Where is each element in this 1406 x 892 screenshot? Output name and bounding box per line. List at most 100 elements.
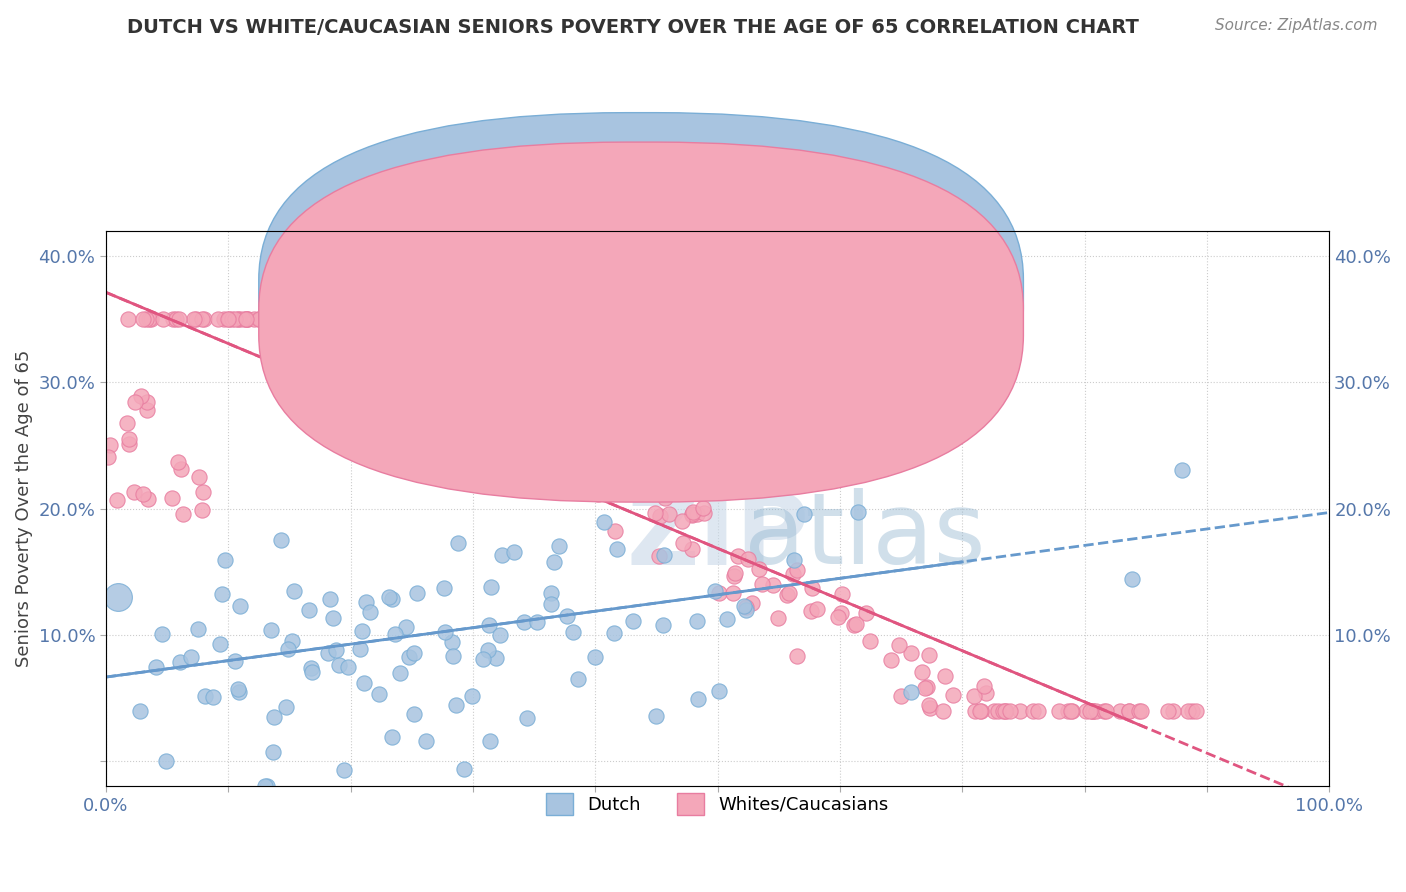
Point	[489, 627, 512, 641]
Point	[775, 588, 797, 602]
Point	[1085, 704, 1108, 718]
Point	[262, 745, 284, 759]
Point	[1128, 704, 1150, 718]
Point	[605, 464, 627, 478]
Point	[359, 606, 381, 620]
Point	[322, 312, 344, 326]
Point	[734, 599, 756, 614]
Point	[426, 395, 449, 409]
Point	[450, 368, 472, 383]
Point	[1121, 572, 1143, 586]
Point	[441, 635, 464, 649]
Point	[1078, 704, 1101, 718]
Point	[704, 584, 727, 599]
Point	[283, 584, 305, 599]
Point	[451, 349, 474, 363]
Point	[276, 312, 298, 326]
Point	[963, 704, 986, 718]
Point	[1060, 704, 1083, 718]
Point	[692, 501, 714, 516]
Point	[1092, 704, 1115, 718]
Point	[1022, 704, 1045, 718]
Point	[914, 681, 936, 696]
Point	[167, 312, 190, 326]
Point	[517, 429, 540, 443]
Point	[391, 342, 413, 356]
Point	[830, 606, 852, 620]
Point	[350, 312, 373, 326]
Point	[107, 590, 129, 604]
Point	[281, 312, 304, 326]
Point	[437, 346, 460, 360]
Point	[543, 555, 565, 569]
Point	[751, 577, 773, 591]
Point	[479, 733, 502, 747]
Point	[347, 312, 370, 326]
Point	[378, 590, 401, 604]
Point	[606, 542, 628, 557]
Point	[138, 312, 160, 326]
Point	[235, 312, 257, 326]
Point	[509, 406, 531, 420]
Point	[671, 514, 693, 528]
Point	[786, 563, 808, 577]
Point	[478, 385, 501, 400]
Point	[328, 657, 350, 672]
Text: Source: ZipAtlas.com: Source: ZipAtlas.com	[1215, 18, 1378, 33]
Point	[283, 314, 305, 328]
Point	[707, 683, 730, 698]
Point	[786, 648, 808, 663]
Point	[686, 507, 709, 521]
Point	[404, 707, 426, 722]
Point	[498, 306, 520, 320]
Point	[260, 312, 283, 326]
Point	[485, 650, 508, 665]
Point	[616, 480, 638, 494]
Point	[274, 316, 297, 330]
Point	[249, 312, 271, 326]
Point	[262, 312, 284, 326]
Point	[569, 458, 592, 472]
Point	[381, 591, 404, 606]
Point	[298, 603, 321, 617]
Point	[602, 412, 624, 426]
Point	[271, 312, 294, 326]
Point	[628, 472, 651, 486]
Point	[516, 711, 538, 725]
Point	[510, 354, 533, 368]
Point	[236, 312, 259, 326]
Point	[401, 347, 423, 361]
Point	[652, 618, 675, 632]
Point	[256, 780, 278, 794]
Point	[502, 448, 524, 462]
Point	[404, 328, 426, 343]
Point	[415, 734, 437, 748]
Point	[235, 312, 257, 326]
Point	[806, 601, 828, 615]
Point	[145, 660, 167, 674]
Point	[650, 508, 672, 523]
Point	[998, 704, 1021, 718]
Point	[228, 312, 250, 326]
Point	[298, 312, 321, 326]
Point	[229, 599, 252, 613]
Point	[855, 606, 877, 620]
Point	[117, 312, 139, 326]
Point	[741, 596, 763, 610]
Point	[942, 688, 965, 702]
Point	[845, 617, 868, 632]
Point	[316, 646, 339, 660]
Point	[491, 548, 513, 562]
Point	[98, 437, 121, 451]
Point	[987, 704, 1010, 718]
Point	[733, 599, 755, 614]
Point	[1026, 704, 1049, 718]
Point	[658, 507, 681, 521]
Point	[716, 612, 738, 626]
Point	[354, 595, 377, 609]
Point	[900, 685, 922, 699]
Point	[495, 411, 517, 425]
Point	[1083, 704, 1105, 718]
Point	[890, 689, 912, 703]
Point	[465, 378, 488, 392]
